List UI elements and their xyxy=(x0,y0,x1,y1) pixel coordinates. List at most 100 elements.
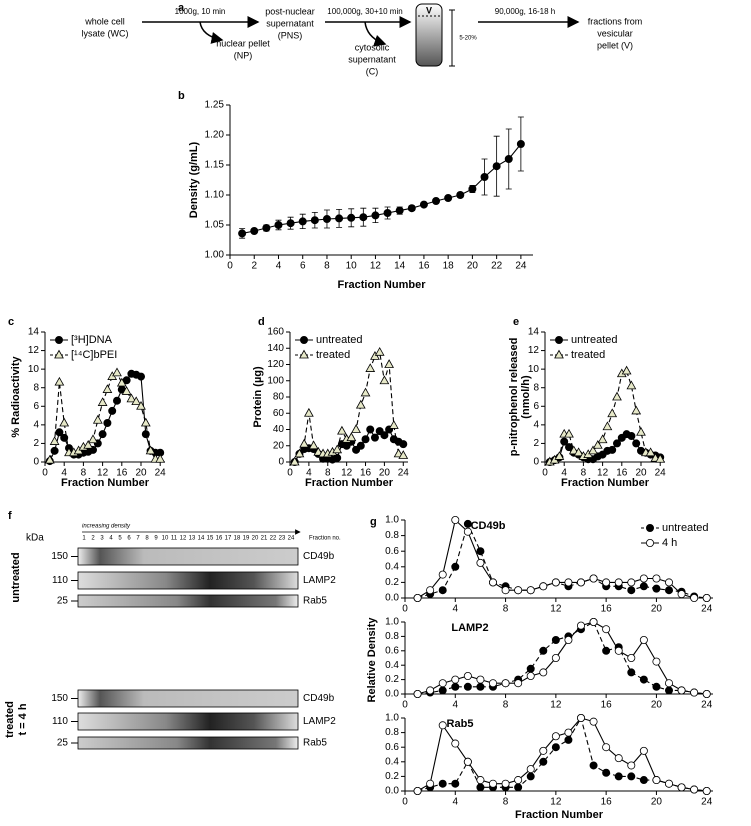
data-point xyxy=(602,625,611,634)
x-tick-label: 0 xyxy=(542,468,548,479)
x-tick-label: 16 xyxy=(418,261,430,272)
y-tick-label: 0.6 xyxy=(385,645,399,656)
data-point xyxy=(54,376,65,386)
x-tick-label: 16 xyxy=(601,797,613,808)
data-point xyxy=(602,578,611,587)
y-tick-label: 6 xyxy=(33,401,39,412)
data-point xyxy=(419,200,428,209)
data-point xyxy=(639,582,648,591)
kda-label: 150 xyxy=(51,551,68,562)
legend-label: 4 h xyxy=(662,537,677,549)
data-point xyxy=(589,761,598,770)
y-tick-label: 8 xyxy=(33,382,39,393)
y-tick-label: 0.4 xyxy=(385,660,399,671)
data-point xyxy=(652,574,661,583)
data-point xyxy=(476,675,485,684)
kda-label: 25 xyxy=(57,738,69,749)
y-tick-label: 12 xyxy=(528,345,540,356)
data-point xyxy=(627,431,636,440)
data-point xyxy=(468,184,477,193)
data-point xyxy=(355,399,366,409)
protein-label: Rab5 xyxy=(303,738,327,749)
data-point xyxy=(299,438,310,448)
blot-strip xyxy=(77,689,299,708)
data-point xyxy=(645,447,656,457)
series-line xyxy=(417,522,707,599)
y-tick-label: 60 xyxy=(273,408,285,419)
x-tick-label: 8 xyxy=(503,797,509,808)
lane-number: 10 xyxy=(162,536,169,542)
data-point xyxy=(102,384,113,393)
data-point xyxy=(463,682,472,691)
x-tick-label: 4 xyxy=(453,604,459,615)
data-point xyxy=(627,578,636,587)
blot-strip xyxy=(77,712,299,731)
legend-label: treated xyxy=(571,349,605,361)
legend-marker xyxy=(55,335,64,344)
data-point xyxy=(639,636,648,645)
data-point xyxy=(136,400,146,410)
data-point xyxy=(526,765,535,774)
lane-number: 13 xyxy=(189,536,196,542)
x-tick-label: 12 xyxy=(597,468,609,479)
x-axis-label: Fraction Number xyxy=(305,477,394,489)
y-tick-label: 0.4 xyxy=(385,561,399,572)
y-axis-label: p-nitrophenol released xyxy=(508,338,520,457)
data-point xyxy=(568,445,579,455)
data-point xyxy=(602,768,611,777)
blot-strip xyxy=(77,594,299,608)
data-point xyxy=(627,772,636,781)
y-tick-label: 0.8 xyxy=(385,631,399,642)
x-tick-label: 4 xyxy=(561,468,567,479)
legend-label: untreated xyxy=(316,334,362,346)
legend-marker xyxy=(646,539,655,548)
data-point xyxy=(112,367,122,377)
data-point xyxy=(526,586,535,595)
scheme-text: (PNS) xyxy=(278,30,303,40)
x-tick-label: 12 xyxy=(550,700,562,711)
legend-label: untreated xyxy=(662,522,708,534)
y-tick-label: 0 xyxy=(33,457,39,468)
scheme-text: nuclear pellet xyxy=(216,38,270,48)
data-point xyxy=(332,444,343,454)
data-point xyxy=(456,190,465,199)
data-point xyxy=(492,162,501,171)
data-point xyxy=(488,578,497,587)
data-point xyxy=(627,761,636,770)
x-tick-label: 24 xyxy=(701,797,713,808)
y-tick-label: 14 xyxy=(528,327,540,338)
y-tick-label: 1.0 xyxy=(385,617,399,628)
x-tick-label: 0 xyxy=(402,604,408,615)
lane-number: 8 xyxy=(145,536,149,542)
data-point xyxy=(407,204,416,213)
y-tick-label: 14 xyxy=(28,327,40,338)
series-line xyxy=(549,370,661,463)
lane-number: 7 xyxy=(136,536,140,542)
data-point xyxy=(501,586,510,595)
group-label: treated xyxy=(4,701,16,738)
series-line xyxy=(49,372,161,461)
protein-label: LAMP2 xyxy=(303,575,336,586)
kda-label: 25 xyxy=(57,596,69,607)
data-point xyxy=(451,675,460,684)
data-point xyxy=(322,214,331,223)
blot-strip xyxy=(77,736,299,750)
data-point xyxy=(384,359,395,368)
y-tick-label: 0.0 xyxy=(385,786,399,797)
data-point xyxy=(702,690,711,699)
data-point xyxy=(516,139,525,148)
data-point xyxy=(614,754,623,763)
data-point xyxy=(97,397,108,406)
data-point xyxy=(652,584,661,593)
data-point xyxy=(514,776,523,785)
data-point xyxy=(551,743,560,752)
data-point xyxy=(677,590,686,599)
data-point xyxy=(480,172,489,181)
y-tick-label: 2 xyxy=(33,438,39,449)
data-point xyxy=(551,636,560,645)
data-point xyxy=(351,424,361,433)
lane-number: 12 xyxy=(180,536,187,542)
x-tick-label: 20 xyxy=(651,700,663,711)
data-point xyxy=(451,516,460,525)
y-tick-label: 1.25 xyxy=(205,100,225,111)
